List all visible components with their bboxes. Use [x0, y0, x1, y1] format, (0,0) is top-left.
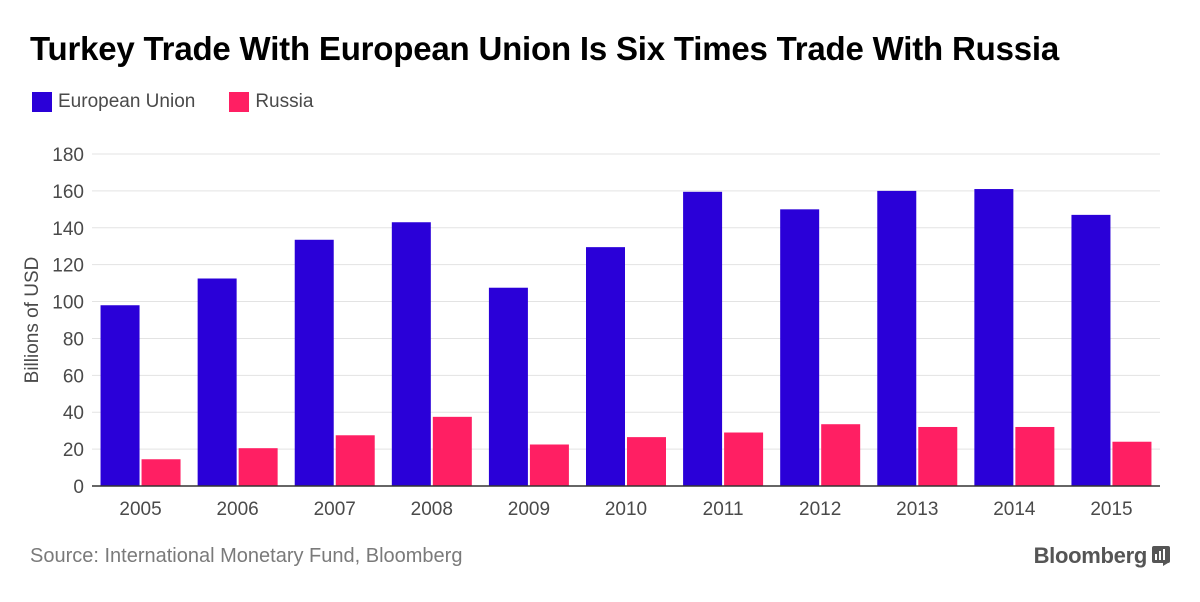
y-tick-label-180: 180: [52, 145, 84, 166]
bar-european-union-2006: [197, 278, 237, 486]
x-tick-label-2010: 2010: [605, 499, 647, 520]
x-tick-label-2005: 2005: [119, 499, 161, 520]
bar-russia-2009: [529, 444, 569, 486]
x-tick-label-2008: 2008: [411, 499, 453, 520]
x-tick-label-2006: 2006: [216, 499, 258, 520]
bar-european-union-2005: [100, 305, 140, 486]
x-tick-label-2007: 2007: [314, 499, 356, 520]
y-tick-label-140: 140: [52, 219, 84, 240]
bar-russia-2008: [432, 416, 472, 486]
source-note: Source: International Monetary Fund, Blo…: [30, 545, 463, 567]
y-axis-label: Billions of USD: [22, 257, 43, 384]
legend-label-russia: Russia: [255, 91, 314, 112]
x-tick-label-2013: 2013: [896, 499, 938, 520]
legend-item-european-union: European Union: [32, 91, 195, 113]
brand-logo: Bloomberg: [1034, 543, 1170, 569]
x-tick-label-2009: 2009: [508, 499, 550, 520]
x-tick-label-2015: 2015: [1090, 499, 1132, 520]
bar-russia-2005: [141, 459, 181, 486]
legend-swatch-russia: [229, 92, 250, 112]
legend-swatch-european-union: [32, 92, 52, 112]
bar-russia-2014: [1015, 426, 1055, 486]
bar-european-union-2008: [391, 222, 431, 486]
bar-european-union-2014: [974, 189, 1014, 487]
bar-european-union-2007: [294, 239, 334, 486]
y-tick-label-120: 120: [52, 256, 84, 277]
x-tick-label-2011: 2011: [703, 499, 744, 520]
bloomberg-chart-icon: [1152, 546, 1170, 566]
bar-european-union-2012: [780, 209, 820, 487]
y-tick-label-20: 20: [63, 440, 84, 461]
brand-wordmark: Bloomberg: [1033, 543, 1148, 568]
bar-european-union-2011: [683, 191, 723, 487]
bar-european-union-2010: [586, 247, 625, 486]
y-tick-label-80: 80: [63, 329, 84, 350]
bar-russia-2006: [238, 448, 278, 486]
bar-russia-2010: [627, 437, 666, 486]
bar-russia-2007: [335, 435, 375, 486]
legend-item-russia: Russia: [229, 91, 313, 113]
bar-european-union-2009: [488, 287, 528, 486]
y-tick-label-40: 40: [63, 403, 84, 424]
bar-russia-2011: [724, 432, 764, 486]
x-tick-label-2012: 2012: [799, 499, 841, 520]
bar-russia-2013: [918, 426, 958, 486]
legend-label-european-union: European Union: [58, 91, 196, 112]
chart-title: Turkey Trade With European Union Is Six …: [30, 30, 1059, 67]
y-tick-label-60: 60: [63, 366, 84, 387]
bar-russia-2012: [821, 424, 861, 486]
bar-european-union-2013: [877, 190, 917, 486]
y-tick-label-100: 100: [52, 293, 84, 314]
legend: European Union Russia: [32, 91, 347, 113]
bar-european-union-2015: [1071, 214, 1111, 486]
y-tick-label-160: 160: [52, 182, 84, 203]
y-tick-label-0: 0: [73, 477, 84, 498]
x-tick-label-2014: 2014: [993, 499, 1036, 520]
bar-russia-2015: [1112, 441, 1152, 486]
